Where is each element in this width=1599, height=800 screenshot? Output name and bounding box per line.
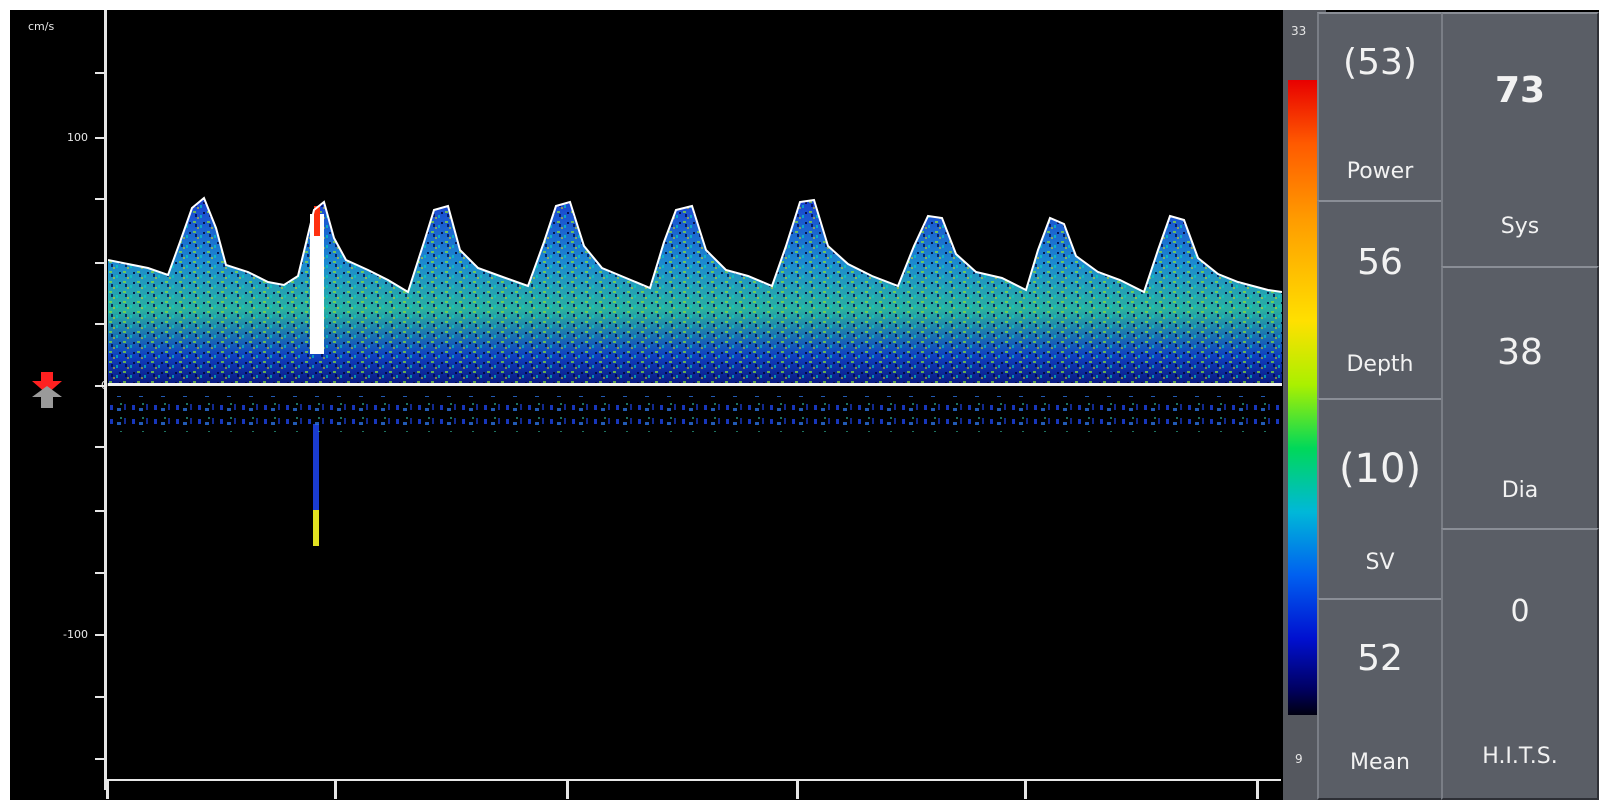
time-axis xyxy=(96,770,1296,800)
velocity-axis: cm/s 100 0 -100 xyxy=(10,10,108,800)
hits-label: H.I.T.S. xyxy=(1482,744,1558,769)
axis-tick xyxy=(95,198,104,200)
time-tick xyxy=(1024,779,1027,799)
time-tick xyxy=(1256,779,1259,799)
tick-label-100: 100 xyxy=(67,131,88,144)
depth-label: Depth xyxy=(1346,352,1414,377)
power-label: Power xyxy=(1346,159,1414,184)
sample-volume-readout[interactable]: (10) SV xyxy=(1317,398,1443,600)
diastolic-value: 38 xyxy=(1497,332,1543,373)
systolic-value: 73 xyxy=(1494,70,1546,111)
systolic-readout[interactable]: 73 Sys xyxy=(1441,12,1599,268)
doppler-spectrum xyxy=(108,10,1282,790)
sample-volume-label: SV xyxy=(1365,550,1395,575)
axis-tick xyxy=(95,634,104,636)
axis-tick xyxy=(95,72,104,74)
axis-tick xyxy=(95,323,104,325)
diastolic-label: Dia xyxy=(1501,478,1539,503)
tick-label-minus-100: -100 xyxy=(63,628,88,641)
mean-velocity-readout[interactable]: 52 Mean xyxy=(1317,598,1443,800)
axis-tick xyxy=(95,137,104,139)
axis-unit-label: cm/s xyxy=(28,20,55,33)
sample-volume-value: (10) xyxy=(1338,446,1422,492)
color-scale-gradient xyxy=(1288,80,1319,715)
time-tick xyxy=(106,779,109,799)
tick-label-0: 0 xyxy=(101,379,108,392)
axis-tick xyxy=(95,696,104,698)
axis-line xyxy=(104,10,107,790)
diastolic-readout[interactable]: 38 Dia xyxy=(1441,266,1599,530)
time-tick xyxy=(566,779,569,799)
color-scale-max: 33 xyxy=(1291,24,1307,38)
time-tick xyxy=(796,779,799,799)
axis-tick xyxy=(95,262,104,264)
axis-tick xyxy=(95,572,104,574)
mean-velocity-value: 52 xyxy=(1357,638,1403,679)
systolic-label: Sys xyxy=(1500,214,1540,239)
axis-tick xyxy=(95,758,104,760)
baseline-shift-arrows-icon[interactable] xyxy=(32,372,62,418)
time-axis-line xyxy=(106,779,1281,781)
axis-tick xyxy=(95,446,104,448)
power-readout[interactable]: (53) Power xyxy=(1317,12,1443,202)
hits-value: 0 xyxy=(1510,594,1530,629)
spectrum-waveform xyxy=(108,196,1282,546)
hits-readout[interactable]: 0 H.I.T.S. xyxy=(1441,528,1599,800)
power-value: (53) xyxy=(1343,42,1417,83)
color-scale-min: 9 xyxy=(1295,752,1303,766)
doppler-screen: cm/s 100 0 -100 xyxy=(10,10,1599,800)
depth-readout[interactable]: 56 Depth xyxy=(1317,200,1443,400)
depth-value: 56 xyxy=(1357,242,1403,283)
mean-velocity-label: Mean xyxy=(1350,750,1410,775)
axis-tick xyxy=(95,510,104,512)
axis-tick xyxy=(95,385,104,387)
time-tick xyxy=(334,779,337,799)
